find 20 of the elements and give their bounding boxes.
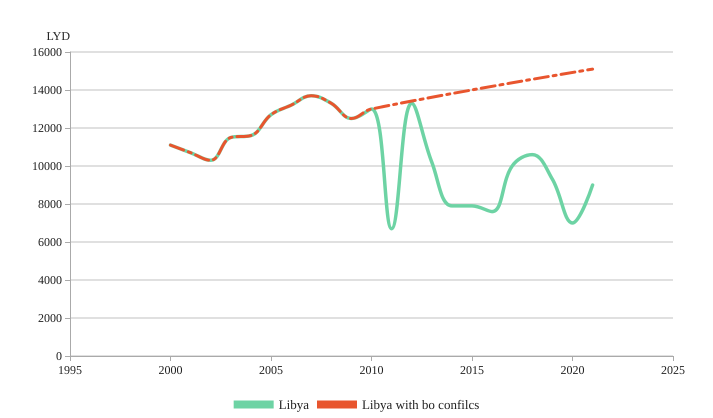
y-tick-label: 8000	[38, 197, 62, 211]
line-series	[169, 68, 594, 162]
y-axis-title: LYD	[46, 29, 70, 43]
x-tick-label: 1995	[58, 363, 82, 377]
x-tick-label: 2005	[259, 363, 283, 377]
x-tick-label: 2000	[158, 363, 182, 377]
y-tick-label: 12000	[32, 121, 62, 135]
y-tick-label: 4000	[38, 273, 62, 287]
y-tick-label: 16000	[32, 45, 62, 59]
y-tick-label: 2000	[38, 311, 62, 325]
legend-label: Libya with bo confilcs	[362, 397, 480, 412]
x-tick-label: 2015	[460, 363, 484, 377]
legend-label: Libya	[278, 397, 310, 412]
y-tick-label: 14000	[32, 83, 62, 97]
x-tick-label: 2020	[560, 363, 584, 377]
y-tick-label: 10000	[32, 159, 62, 173]
x-tick-label: 2025	[661, 363, 685, 377]
y-tick-label: 0	[56, 349, 62, 363]
y-tick-label: 6000	[38, 235, 62, 249]
x-tick-label: 2010	[360, 363, 384, 377]
